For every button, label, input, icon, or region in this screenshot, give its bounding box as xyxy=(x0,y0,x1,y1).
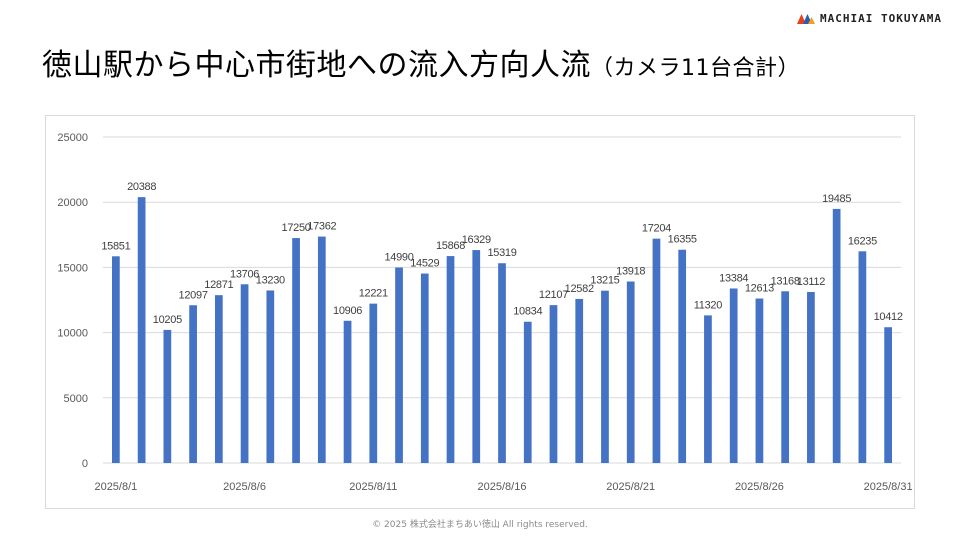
bar xyxy=(549,305,558,463)
bar xyxy=(343,320,352,463)
data-label: 12221 xyxy=(359,288,388,300)
data-label: 13384 xyxy=(719,272,748,284)
data-label: 13168 xyxy=(771,275,800,287)
data-label: 12582 xyxy=(565,283,594,295)
bar xyxy=(446,256,455,463)
page-title-sub: （カメラ11台合計） xyxy=(591,56,800,81)
bar xyxy=(858,251,867,463)
bar xyxy=(601,290,609,463)
data-label: 16329 xyxy=(462,234,491,246)
bar xyxy=(678,249,687,463)
bar xyxy=(369,303,378,463)
data-label: 12097 xyxy=(179,289,208,301)
x-tick-label: 2025/8/26 xyxy=(735,481,784,493)
x-tick-label: 2025/8/31 xyxy=(864,481,913,493)
bar xyxy=(704,315,712,463)
bar xyxy=(523,321,532,463)
chart-area: 0 5000 10000 15000 20000 25000 15851 20388 10205… xyxy=(45,115,915,509)
x-tick-label: 2025/8/16 xyxy=(478,481,527,493)
bar xyxy=(137,197,146,463)
page-title-main: 徳山駅から中心市街地への流入方向人流 xyxy=(42,48,591,83)
data-label: 10906 xyxy=(333,305,362,317)
data-label: 14529 xyxy=(410,258,439,270)
bar xyxy=(755,298,764,463)
data-label: 16235 xyxy=(848,235,877,247)
bar xyxy=(214,295,223,463)
x-tick-label: 2025/8/11 xyxy=(349,481,397,493)
bar xyxy=(832,208,841,463)
copyright-footer: © 2025 株式会社まちあい徳山 All rights reserved. xyxy=(372,520,588,530)
bar xyxy=(807,292,815,463)
bar xyxy=(420,273,429,463)
bar xyxy=(781,291,790,463)
data-label: 13230 xyxy=(256,274,285,286)
bar xyxy=(395,267,403,463)
data-label: 14990 xyxy=(384,252,413,264)
x-tick-label: 2025/8/6 xyxy=(223,481,266,493)
bar-chart: 0 5000 10000 15000 20000 25000 15851 20388 10205… xyxy=(57,132,913,493)
logo-text: MACHIAI TOKUYAMA xyxy=(820,12,942,25)
data-label: 17204 xyxy=(642,223,671,235)
bar xyxy=(189,305,197,463)
bar xyxy=(266,290,275,463)
bar xyxy=(498,263,506,463)
y-tick-label: 20000 xyxy=(57,197,88,209)
data-label: 13112 xyxy=(797,276,825,288)
y-tick-label: 15000 xyxy=(57,262,88,274)
data-label: 10834 xyxy=(513,306,542,318)
bar xyxy=(575,298,584,463)
data-label: 10412 xyxy=(874,311,903,323)
bar xyxy=(317,236,326,463)
mountain-logo-icon xyxy=(797,14,816,24)
data-label: 13706 xyxy=(230,268,259,280)
y-tick-label: 5000 xyxy=(64,393,88,405)
company-logo: MACHIAI TOKUYAMA xyxy=(797,12,942,25)
data-label: 12613 xyxy=(745,283,774,295)
page-title: 徳山駅から中心市街地への流入方向人流（カメラ11台合計） xyxy=(42,40,800,84)
data-label: 20388 xyxy=(127,181,156,193)
data-label: 16355 xyxy=(668,234,697,246)
bar xyxy=(884,327,892,463)
bar xyxy=(729,288,738,463)
data-label: 17362 xyxy=(307,221,336,233)
data-label: 13215 xyxy=(590,275,619,287)
y-tick-label: 10000 xyxy=(57,328,88,340)
bar xyxy=(292,238,300,463)
bar xyxy=(163,329,172,463)
bar xyxy=(472,250,481,463)
data-label: 19485 xyxy=(822,193,851,205)
data-label: 17250 xyxy=(282,222,311,234)
data-label: 15851 xyxy=(101,240,130,252)
bar xyxy=(112,256,120,463)
data-label: 15868 xyxy=(436,240,465,252)
data-label: 15319 xyxy=(487,247,516,259)
data-label: 13918 xyxy=(616,266,645,278)
bar xyxy=(652,238,661,463)
x-tick-label: 2025/8/1 xyxy=(94,481,137,493)
data-label: 12107 xyxy=(539,289,568,301)
y-tick-label: 0 xyxy=(82,458,88,470)
x-tick-label: 2025/8/21 xyxy=(606,481,655,493)
data-label: 12871 xyxy=(204,279,233,291)
bar xyxy=(626,281,635,463)
data-label: 10205 xyxy=(153,314,182,326)
y-tick-label: 25000 xyxy=(57,132,88,144)
data-label: 11320 xyxy=(694,299,722,311)
bar xyxy=(240,284,249,463)
